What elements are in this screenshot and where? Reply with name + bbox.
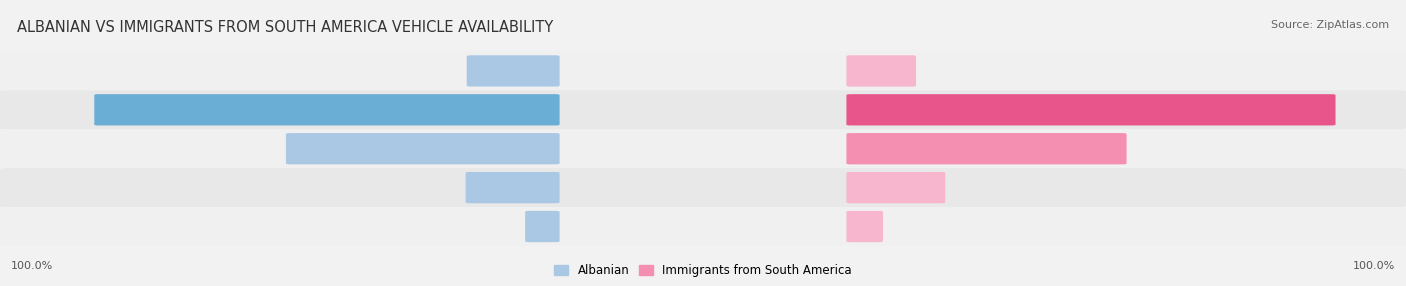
Text: ALBANIAN VS IMMIGRANTS FROM SOUTH AMERICA VEHICLE AVAILABILITY: ALBANIAN VS IMMIGRANTS FROM SOUTH AMERIC… — [17, 20, 553, 35]
Text: 84.4%: 84.4% — [181, 105, 219, 115]
Text: 5.2%: 5.2% — [886, 222, 914, 231]
Text: 15.8%: 15.8% — [427, 183, 463, 192]
Text: 3+ Vehicles Available: 3+ Vehicles Available — [643, 183, 763, 192]
Text: 1+ Vehicles Available: 1+ Vehicles Available — [643, 105, 763, 115]
Text: 16.7%: 16.7% — [948, 183, 983, 192]
Text: 15.6%: 15.6% — [429, 66, 464, 76]
Legend: Albanian, Immigrants from South America: Albanian, Immigrants from South America — [554, 264, 852, 277]
Text: 4+ Vehicles Available: 4+ Vehicles Available — [643, 222, 763, 231]
Text: 4.8%: 4.8% — [494, 222, 523, 231]
Text: 100.0%: 100.0% — [11, 261, 53, 271]
Text: 50.2%: 50.2% — [1035, 144, 1073, 154]
Text: 88.8%: 88.8% — [1206, 105, 1244, 115]
Text: 49.0%: 49.0% — [247, 144, 283, 154]
Text: No Vehicles Available: No Vehicles Available — [644, 66, 762, 76]
Text: 100.0%: 100.0% — [1353, 261, 1395, 271]
Text: Source: ZipAtlas.com: Source: ZipAtlas.com — [1271, 20, 1389, 30]
Text: 2+ Vehicles Available: 2+ Vehicles Available — [643, 144, 763, 154]
Text: 11.3%: 11.3% — [920, 66, 955, 76]
